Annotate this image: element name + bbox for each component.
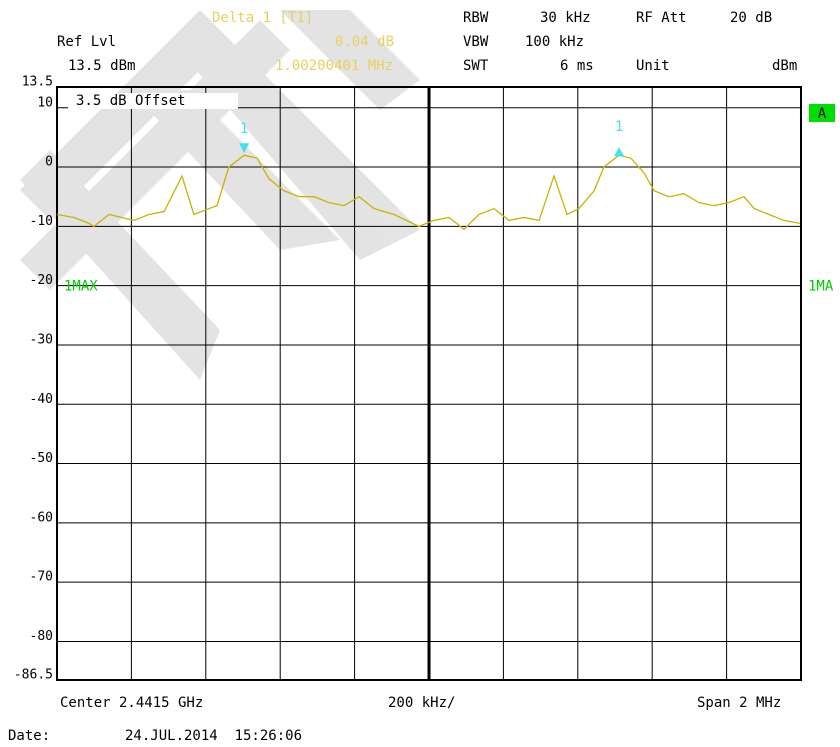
swt-value: 6 ms [560,58,594,74]
marker [239,143,250,154]
ref-label: Ref Lvl [57,34,116,50]
badge: A [818,106,827,122]
marker [614,147,625,157]
swt-label: SWT [463,58,489,74]
footer-div: 200 kHz/ [388,695,455,711]
date-value: 24.JUL.2014 15:26:06 [125,728,302,744]
y-tick-label: -30 [30,332,53,347]
y-tick-label: 10 [37,95,53,110]
rfatt-value: 20 dB [730,10,772,26]
y-tick-label: -40 [30,392,53,407]
trace-label: 1MA [808,279,834,295]
marker-label: 1 [240,121,248,137]
y-tick-label: 13.5 [22,75,53,90]
y-tick-label: -10 [30,214,53,229]
y-tick-label: -80 [30,629,53,644]
y-tick-label: -20 [30,273,53,288]
marker-label: 1 [615,119,623,135]
delta-freq: 1.00200401 MHz [275,58,393,74]
trace-label: 1MAX [64,279,98,295]
y-tick-label: -70 [30,570,53,585]
y-tick-label: -50 [30,451,53,466]
offset-note: 3.5 dB Offset [76,93,186,109]
footer-span: Span 2 MHz [697,695,781,711]
unit-label: Unit [636,58,670,74]
y-tick-label: -60 [30,510,53,525]
delta-level: 0.04 dB [335,34,394,50]
plot-frame [56,86,802,681]
badge-box [809,104,835,122]
note-box [68,93,238,109]
y-tick-label: 0 [45,155,53,170]
vbw-label: VBW [463,34,489,50]
y-tick-label: -86.5 [14,668,53,683]
rbw-label: RBW [463,10,489,26]
delta-label: Delta 1 [T1] [212,10,313,26]
unit-value: dBm [772,58,797,74]
vbw-value: 100 kHz [525,34,584,50]
footer-center: Center 2.4415 GHz [60,695,203,711]
trace [56,154,801,231]
rfatt-label: RF Att [636,10,687,26]
ref-value: 13.5 dBm [68,58,135,74]
rbw-value: 30 kHz [540,10,591,26]
date-label: Date: [8,728,50,744]
